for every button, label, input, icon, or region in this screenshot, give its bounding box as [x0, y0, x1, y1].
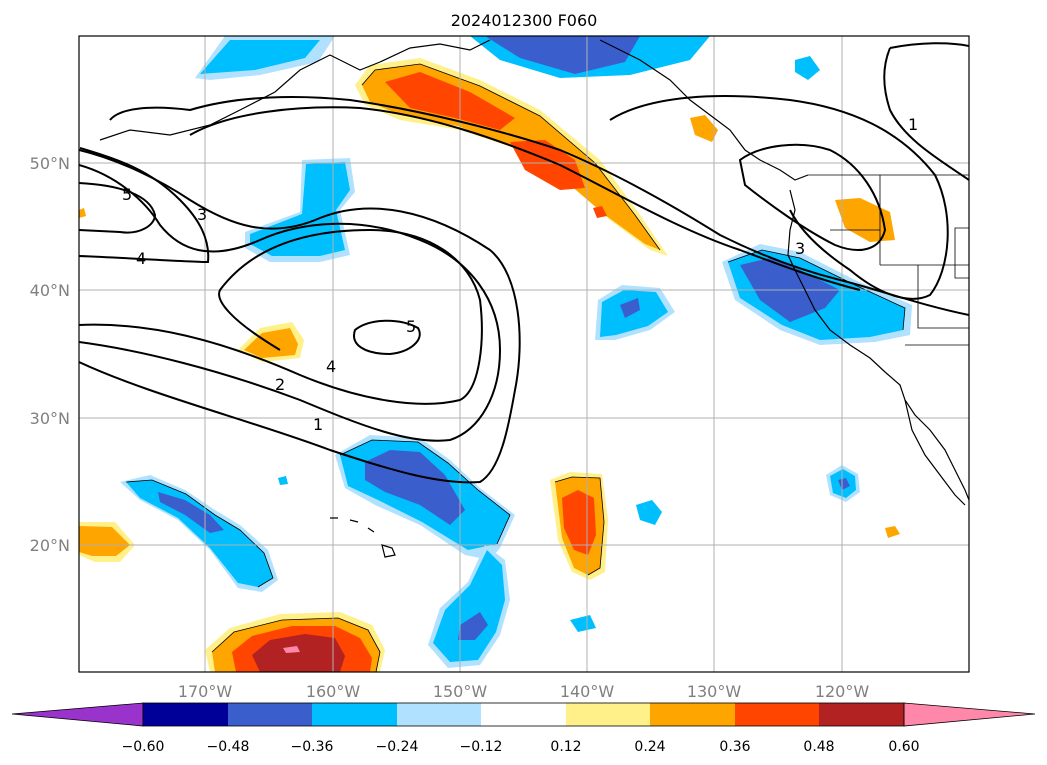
contour-label: 4: [326, 357, 336, 376]
colorbar-segment: [397, 703, 481, 726]
contour-label: 4: [136, 249, 146, 268]
positive-anomaly-region: [244, 328, 298, 358]
negative-anomaly-region: [200, 40, 320, 74]
map-area: 5 3 4 2 1 5 4 1 3: [79, 36, 969, 672]
lat-tick-label: 50°N: [30, 154, 70, 173]
colorbar-segment: [735, 703, 819, 726]
positive-anomaly-region: [252, 634, 345, 672]
negative-anomaly-region: [795, 56, 820, 80]
gridlines: [79, 36, 969, 672]
lon-tick-label: 120°W: [815, 682, 870, 701]
coastlines: [99, 39, 969, 558]
contour-label: 1: [908, 115, 918, 134]
colorbar-tick-label: −0.12: [460, 739, 503, 755]
colorbar-tick-label: 0.36: [719, 739, 750, 755]
alaska-coast: [99, 39, 491, 141]
colorbar-segment: [228, 703, 312, 726]
lon-tick-labels: 170°W 160°W 150°W 140°W 130°W 120°W: [178, 682, 870, 701]
state-borders: [830, 175, 969, 346]
contour-label: 1: [313, 415, 323, 434]
colorbar-tick-label: −0.48: [207, 739, 250, 755]
colorbar-frame: [142, 702, 905, 727]
positive-anomaly-region: [283, 646, 300, 653]
negative-anomaly-region: [620, 298, 640, 318]
contour-label: 2: [275, 375, 285, 394]
contour-labels: 5 3 4 2 1 5 4 1 3: [122, 115, 918, 434]
north-america-west-coast: [787, 189, 969, 501]
negative-anomaly-region: [485, 36, 640, 74]
contour-label: 5: [406, 317, 416, 336]
colorbar-tick-label: 0.24: [634, 739, 665, 755]
lat-tick-label: 20°N: [30, 536, 70, 555]
contour-label: 3: [795, 239, 805, 258]
colorbar-tick-label: −0.36: [291, 739, 334, 755]
positive-anomaly-region: [593, 206, 607, 218]
colorbar-segment: [481, 703, 566, 726]
positive-anomaly-region: [690, 115, 718, 142]
lat-tick-labels: 20°N 30°N 40°N 50°N: [30, 154, 70, 555]
positive-anomaly-region: [885, 526, 900, 538]
negative-anomaly-region: [600, 290, 668, 337]
lon-tick-label: 140°W: [560, 682, 615, 701]
negative-anomaly-region: [570, 615, 596, 632]
contour-label: 3: [197, 205, 207, 224]
negative-anomaly-region: [278, 476, 288, 485]
colorbar-segment: [312, 703, 397, 726]
negative-anomaly-region: [433, 550, 505, 662]
height-contours: [79, 42, 969, 484]
lon-tick-label: 130°W: [687, 682, 742, 701]
lon-tick-label: 150°W: [433, 682, 488, 701]
positive-anomaly-region: [79, 208, 86, 218]
colorbar-segment: [819, 703, 904, 726]
lat-tick-label: 30°N: [30, 409, 70, 428]
negative-anomaly-region: [838, 478, 850, 490]
contour-label: 5: [122, 185, 132, 204]
colorbar-extend-high: [903, 702, 1036, 727]
colorbar-tick-label: −0.60: [122, 739, 165, 755]
negative-anomaly-region: [458, 612, 488, 640]
map-title: 2024012300 F060: [451, 11, 598, 30]
negative-anomaly-region: [126, 480, 273, 587]
colorbar-segment: [143, 703, 228, 726]
colorbar: −0.60 −0.48 −0.36 −0.24 −0.12 0.12 0.24 …: [11, 702, 1036, 755]
hawaii-islands: [330, 517, 396, 558]
colorbar-segment: [566, 703, 650, 726]
colorbar-tick-label: 0.60: [888, 739, 919, 755]
lat-tick-label: 40°N: [30, 281, 70, 300]
positive-anomaly-region: [79, 526, 130, 556]
colorbar-extend-low: [11, 702, 144, 727]
positive-anomaly-region: [385, 72, 515, 130]
colorbar-segment: [650, 703, 735, 726]
negative-anomaly-region: [636, 500, 662, 525]
alaska-southeast-coast: [599, 39, 809, 181]
colorbar-tick-label: −0.24: [376, 739, 419, 755]
map-frame: [78, 35, 970, 673]
lon-tick-label: 170°W: [178, 682, 233, 701]
fill-outlines: [125, 63, 906, 672]
lon-tick-label: 160°W: [306, 682, 361, 701]
colorbar-tick-label: 0.48: [803, 739, 834, 755]
baja-coast: [904, 399, 966, 506]
negative-anomaly-region: [158, 492, 224, 533]
colorbar-tick-label: 0.12: [550, 739, 581, 755]
